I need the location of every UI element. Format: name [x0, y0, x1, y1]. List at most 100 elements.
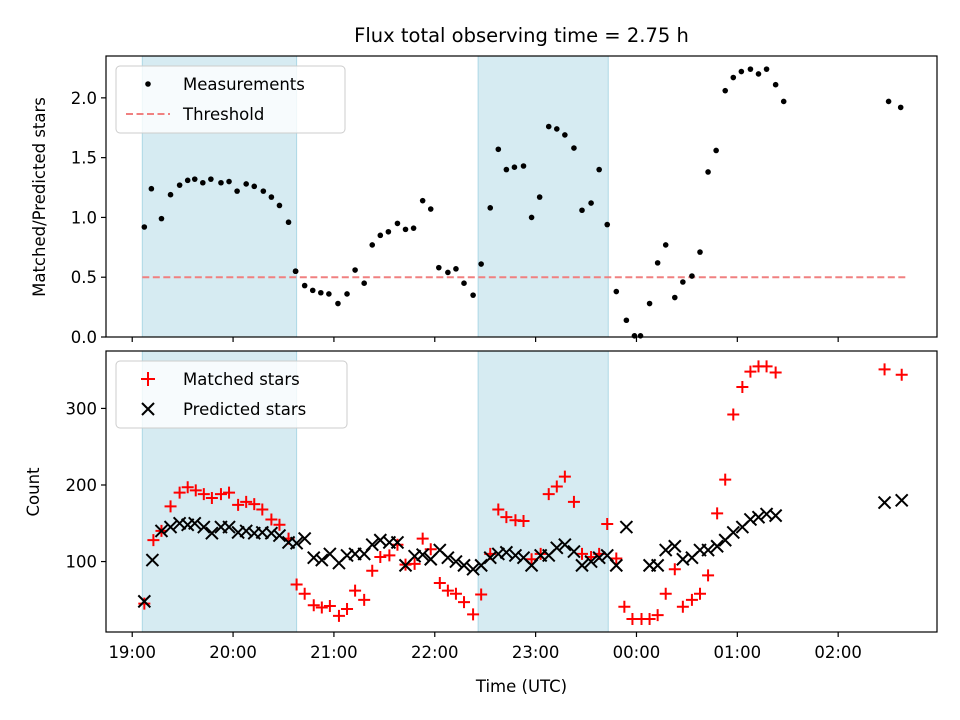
measurements-point: [553, 126, 560, 132]
matched-stars-point: [332, 609, 345, 622]
measurements-point: [689, 273, 695, 279]
measurements-point: [176, 182, 183, 188]
matched-stars-point: [659, 587, 672, 600]
threshold-legend-label: Threshold: [182, 105, 264, 124]
predicted-stars-point: [407, 549, 422, 563]
predicted-stars-point: [491, 547, 506, 561]
measurements-point: [528, 214, 535, 221]
measurements-point: [184, 177, 191, 184]
measurements-point: [309, 287, 316, 294]
measurements-point: [243, 181, 249, 187]
predicted-stars-point: [659, 543, 673, 557]
measurements-point: [654, 260, 661, 266]
measurements-point: [772, 81, 779, 88]
predicted-stars-point: [668, 539, 682, 553]
predicted-stars-point: [894, 493, 909, 508]
measurements-point: [755, 71, 762, 77]
predicted-stars-point: [575, 558, 589, 573]
measurements-point: [588, 200, 594, 206]
predicted-stars-point: [231, 525, 245, 540]
matched-stars-point: [366, 564, 379, 577]
measurements-point: [562, 132, 568, 138]
predicted-stars-point: [154, 524, 169, 538]
predicted-stars-point: [650, 558, 665, 573]
matched-stars-point: [719, 473, 732, 486]
measurements-point: [402, 226, 409, 233]
ratio-plot-frame: [105, 55, 938, 338]
predicted-stars-point: [239, 524, 253, 538]
predicted-stars-point: [550, 541, 564, 555]
chart-title: Flux total observing time = 2.75 h: [354, 24, 689, 47]
measurements-point: [191, 176, 198, 182]
measurements-point: [520, 163, 527, 169]
count-x-tick-label: 01:00: [714, 643, 762, 662]
predicted-stars-point: [264, 526, 279, 540]
measurements-point: [234, 188, 240, 194]
measurements-point: [200, 179, 206, 186]
matched-stars-point: [618, 600, 631, 613]
measurements-point: [251, 183, 258, 190]
measurements-point: [613, 288, 620, 295]
matched-stars-point: [173, 486, 186, 499]
predicted-stars-point: [297, 531, 312, 546]
measurements-point: [738, 68, 745, 75]
measurements-point: [461, 280, 467, 286]
measurements-point: [604, 221, 611, 228]
measurements-point: [713, 147, 719, 154]
predicted-stars-point: [307, 551, 321, 565]
matched-stars-point: [651, 609, 664, 622]
measurements-point: [705, 169, 711, 175]
matched-stars-point: [895, 368, 908, 381]
measurements-point: [167, 191, 174, 198]
count-x-tick-label: 21:00: [310, 643, 358, 662]
matched-stars-point: [676, 600, 689, 613]
measurements-point: [495, 146, 502, 153]
predicted-stars-point: [726, 525, 740, 540]
measurements-point: [292, 268, 299, 275]
matched-stars-point: [290, 578, 303, 591]
measurements-point: [208, 176, 214, 182]
measurements-point: [385, 228, 392, 235]
matched-stars-point: [576, 547, 589, 560]
measurements-legend-marker: [145, 81, 151, 87]
measurements-point: [487, 205, 494, 211]
measurements-point: [646, 300, 653, 307]
matched-stars-point: [558, 470, 571, 483]
measurements-point: [885, 98, 892, 105]
count-plot-frame: [105, 350, 938, 633]
measurements-point: [141, 224, 148, 230]
matched-stars-point: [449, 587, 462, 600]
predicted-stars-point: [188, 516, 202, 530]
count-legend-box: [115, 360, 348, 429]
matched-stars-point: [643, 612, 656, 625]
measurements-point: [377, 232, 384, 239]
count-panel: 19:00 20:00 21:00 22:00 23:00 00:00 01:00 02:00…: [24, 350, 938, 696]
matched-stars-point: [383, 549, 396, 562]
count-y-axis-label: Count: [24, 467, 43, 517]
matched-stars-point: [878, 363, 891, 376]
measurements-point: [536, 194, 543, 200]
measurements-point: [344, 291, 350, 297]
count-x-tick-label: 19:00: [108, 643, 156, 662]
measurements-point: [318, 289, 324, 296]
measurements-point: [326, 291, 332, 297]
predicted-stars-point: [145, 553, 160, 567]
measurements-point: [410, 225, 417, 231]
matched-stars-point: [458, 596, 471, 609]
measurements-point: [511, 164, 518, 171]
matched-stars-point: [374, 550, 387, 563]
matched-stars-point: [265, 513, 278, 526]
matched-stars-legend-marker: [141, 372, 155, 386]
measurements-point: [503, 166, 510, 173]
predicted-stars-point: [449, 554, 463, 569]
matched-stars-point: [567, 495, 580, 508]
matched-stars-point: [358, 593, 371, 606]
measurements-point: [763, 66, 770, 72]
measurements-point: [369, 242, 376, 248]
matched-stars-point: [760, 360, 773, 373]
predicted-stars-series: [137, 493, 909, 609]
predicted-stars-point: [205, 526, 219, 540]
matched-stars-point: [205, 492, 218, 505]
measurements-point: [596, 166, 602, 173]
predicted-stars-point: [137, 594, 152, 609]
